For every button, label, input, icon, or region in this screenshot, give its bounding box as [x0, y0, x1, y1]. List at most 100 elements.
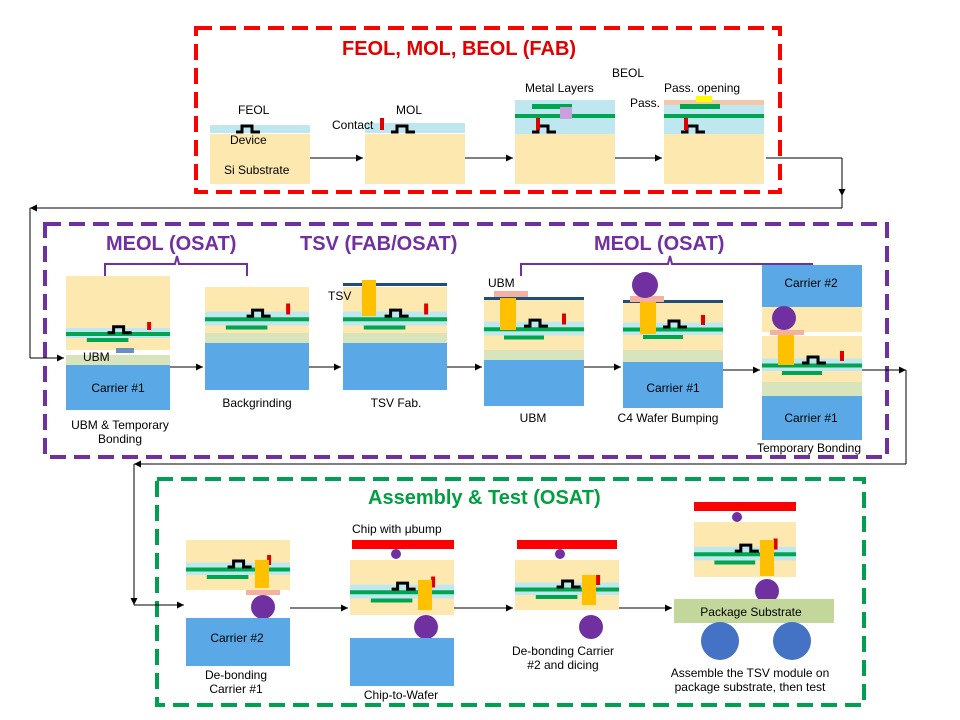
mol-cross-section: [365, 118, 465, 184]
tsv-via: [418, 580, 432, 610]
metal-line: [643, 335, 683, 339]
passivation-cross-section: [664, 96, 764, 184]
backside-line: [623, 300, 723, 303]
tsv-via: [500, 298, 516, 330]
device-trace: [107, 325, 132, 335]
flow-down-1-head: [838, 189, 846, 196]
bond-layer: [484, 350, 584, 360]
contact-label: Contact: [332, 118, 374, 132]
device-trace: [384, 308, 409, 318]
bond-layer: [762, 382, 862, 396]
metal-line: [206, 575, 249, 579]
arrow-asm-3-4-head: [665, 604, 672, 612]
tsv-section-title: TSV (FAB/OSAT): [300, 233, 458, 255]
carrier-2: [762, 265, 862, 307]
carrier-1: [623, 362, 723, 408]
arrow-meol-4-5-head: [614, 363, 621, 371]
metal-line: [86, 338, 129, 342]
tsv-via: [362, 280, 376, 316]
carrier-2: [186, 618, 290, 666]
metal-line: [205, 317, 309, 322]
device-trace: [663, 319, 687, 329]
assembly-section-title: Assembly & Test (OSAT): [368, 487, 601, 509]
device-trace: [681, 124, 705, 134]
metal-line: [343, 317, 447, 322]
metal-layers-label: Metal Layers: [525, 81, 594, 95]
feol-cross-section: [210, 124, 310, 184]
contact-plug: [380, 118, 384, 130]
temporary-bonding-cross-section: [762, 265, 862, 440]
package-substrate: [674, 599, 834, 623]
metal-line: [714, 560, 756, 565]
backgrinding-cross-section: [205, 287, 309, 390]
metal-layers-cross-section: [515, 100, 615, 184]
step-c4-wafer-bumping: C4 Wafer Bumping: [617, 411, 719, 425]
c4-bump: [414, 615, 438, 639]
ubm-cross-section: [484, 291, 584, 406]
tsv-via: [255, 560, 269, 588]
arrow-meol-1-2-head: [196, 363, 203, 371]
backside-line: [484, 297, 584, 300]
meol-right-bracket: [520, 255, 813, 276]
si-substrate-layer: [210, 134, 310, 184]
metal-line: [535, 595, 578, 599]
step-tsv-fab: TSV Fab.: [370, 396, 422, 410]
contact-plug: [562, 313, 566, 325]
bond-layer: [205, 333, 309, 343]
metal-line: [186, 567, 290, 572]
debonding-carrier2-cross-section: [515, 540, 619, 639]
debonding-carrier1-cross-section: [186, 540, 290, 666]
tsv-via: [582, 575, 596, 605]
contact-plug: [701, 315, 705, 325]
metal-line: [694, 552, 796, 557]
backside-line: [343, 283, 447, 286]
step-assemble-and-test: Assemble the TSV module on package subst…: [670, 666, 830, 694]
oxide-layer: [365, 123, 465, 133]
metal-line: [363, 325, 406, 330]
metal-line: [515, 587, 619, 592]
si-substrate-layer: [664, 134, 764, 184]
arrow-feol-mol-head: [356, 154, 363, 162]
metal-line: [664, 114, 764, 118]
bond-layer: [66, 355, 170, 365]
meol-left-section-title: MEOL (OSAT): [106, 233, 237, 255]
device-trace: [246, 308, 271, 318]
device-trace: [391, 581, 416, 591]
meol-section-box: [43, 222, 889, 459]
step-ubm-temporary-bonding: UBM & Temporary Bonding: [71, 418, 169, 446]
si-substrate-layer: [365, 134, 465, 184]
passivation-layer: [664, 100, 764, 105]
fab-section-title: FEOL, MOL, BEOL (FAB): [342, 38, 577, 60]
step-debonding-carrier2-dicing: De-bonding Carrier #2 and dicing: [511, 644, 615, 672]
chip-with-ubump-label: Chip with μbump: [352, 522, 442, 536]
arrow-meol-2-3-head: [334, 363, 341, 371]
device-label: Device: [230, 133, 267, 147]
si-substrate-layer: [515, 134, 615, 184]
metal-line: [484, 327, 584, 332]
c4-bump: [772, 306, 796, 330]
carrier-2: [350, 638, 454, 686]
arrow-to-turn-head: [899, 366, 906, 374]
bond-layer: [623, 350, 723, 362]
ubm-pad: [246, 590, 280, 595]
carrier1-c-label: Carrier #1: [784, 411, 838, 425]
contact-plug: [536, 118, 540, 130]
tsv-tag-label: TSV: [328, 289, 352, 303]
top-chip: [694, 502, 796, 511]
package-assembly-cross-section: [674, 502, 834, 660]
arrow-mol-beol-head: [506, 154, 513, 162]
metal-line: [762, 363, 862, 368]
solder-ball: [773, 622, 811, 660]
ubm-tag-label: UBM: [83, 350, 110, 364]
device-trace: [802, 355, 826, 365]
beol-label: BEOL: [612, 66, 645, 80]
top-chip: [517, 540, 617, 549]
fab-section-box: [194, 26, 782, 194]
c4-bump: [632, 272, 658, 298]
metal-line: [680, 104, 720, 109]
device-trace: [556, 579, 581, 589]
pass-label: Pass.: [630, 96, 661, 110]
c4-bump: [251, 595, 275, 619]
